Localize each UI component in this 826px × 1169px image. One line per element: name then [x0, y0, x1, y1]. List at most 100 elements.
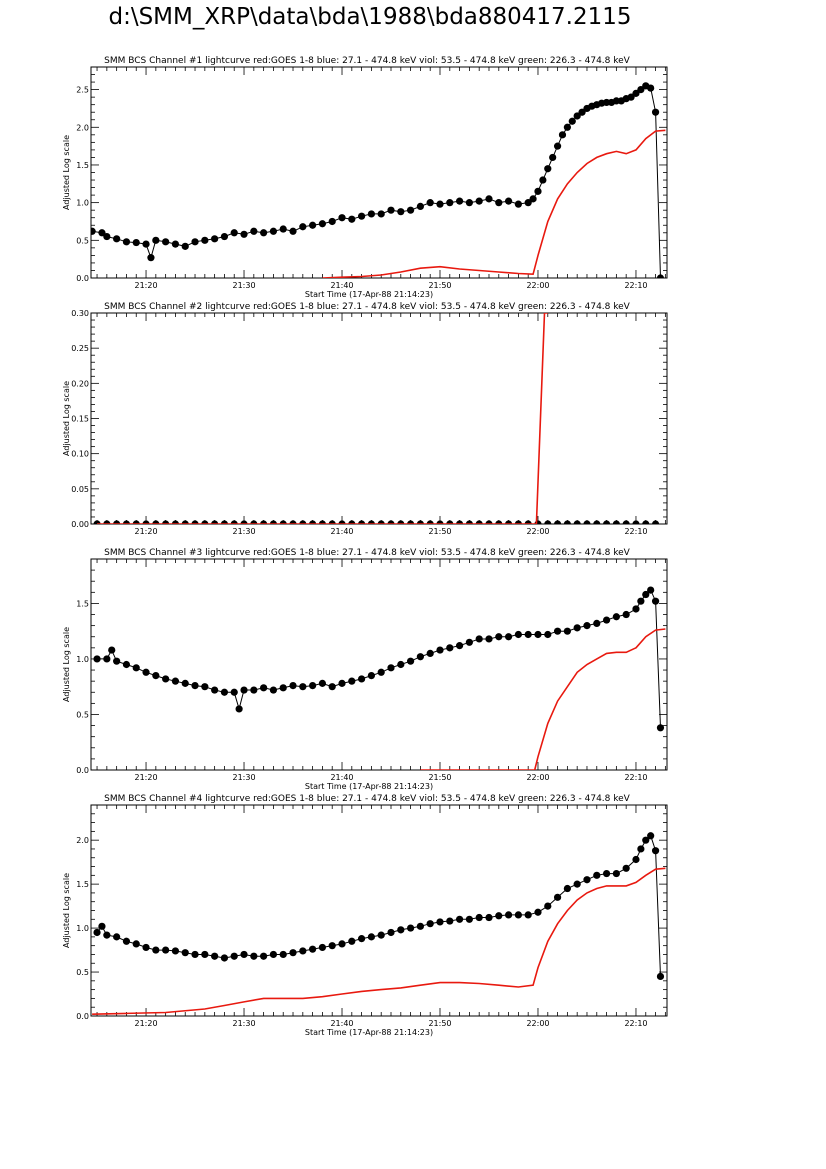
data-point: [446, 520, 454, 524]
data-point: [553, 520, 562, 524]
y-axis-label: Adjusted Log scale: [62, 873, 71, 948]
data-point: [220, 688, 229, 696]
data-point: [358, 935, 366, 943]
data-point: [593, 871, 601, 879]
data-point: [181, 949, 189, 957]
y-axis-label: Adjusted Log scale: [62, 627, 71, 702]
data-point: [250, 952, 258, 960]
data-point: [416, 922, 424, 930]
data-point: [348, 520, 356, 524]
data-point: [348, 937, 356, 945]
data-point: [269, 686, 278, 694]
panel-title: SMM BCS Channel #4 lightcurve red:GOES 1…: [104, 794, 631, 804]
data-point: [637, 597, 645, 605]
x-tick-label: 21:50: [428, 527, 451, 536]
data-point: [171, 677, 180, 685]
channel-series-line: [97, 589, 661, 728]
data-point: [407, 520, 415, 524]
data-point: [465, 915, 473, 923]
data-point: [240, 230, 248, 238]
data-point: [108, 646, 116, 654]
x-tick-label: 21:20: [135, 527, 158, 536]
goes-series-line: [92, 867, 666, 1015]
data-point: [426, 520, 434, 524]
data-point: [220, 954, 229, 962]
data-point: [485, 195, 493, 203]
data-point: [485, 520, 493, 524]
data-point: [235, 705, 243, 713]
data-point: [504, 197, 513, 205]
data-point: [348, 677, 356, 685]
data-point: [622, 864, 630, 872]
y-tick-label: 2.5: [76, 86, 89, 95]
data-point: [98, 922, 106, 930]
data-point: [465, 199, 473, 207]
x-tick-label: 21:50: [428, 1019, 451, 1028]
data-point: [103, 232, 111, 241]
y-tick-label: 1.5: [76, 161, 89, 170]
data-point: [544, 520, 552, 524]
data-point: [602, 616, 611, 624]
data-point: [201, 520, 209, 524]
data-point: [230, 229, 238, 237]
chart-panel-1: SMM BCS Channel #1 lightcurve red:GOES 1…: [62, 56, 668, 299]
data-point: [201, 683, 209, 691]
data-point: [113, 235, 121, 243]
x-tick-label: 21:30: [232, 1019, 255, 1028]
y-tick-label: 0.0: [76, 274, 89, 283]
data-point: [122, 238, 131, 246]
y-tick-label: 1.0: [76, 199, 89, 208]
data-point: [152, 236, 160, 244]
data-point: [416, 653, 424, 661]
data-point: [583, 622, 591, 630]
data-point: [230, 520, 238, 524]
x-tick-label: 21:40: [330, 1019, 353, 1028]
data-point: [142, 240, 150, 248]
data-point: [436, 646, 444, 654]
data-point: [201, 236, 209, 244]
data-point: [240, 686, 248, 694]
data-point: [152, 520, 160, 524]
data-point: [358, 212, 366, 220]
data-point: [171, 240, 180, 248]
data-point: [612, 520, 620, 524]
data-point: [113, 520, 121, 524]
data-point: [446, 644, 454, 652]
data-point: [93, 928, 101, 937]
data-point: [162, 675, 170, 683]
data-point: [504, 911, 513, 919]
x-tick-label: 21:40: [330, 281, 353, 290]
y-tick-label: 2.0: [76, 123, 89, 132]
data-point: [269, 227, 278, 235]
data-point: [279, 225, 287, 233]
plot-frame: [90, 558, 668, 771]
data-point: [338, 214, 346, 222]
data-point: [642, 836, 650, 844]
data-point: [558, 131, 567, 139]
data-point: [495, 520, 503, 524]
data-point: [358, 520, 366, 524]
data-point: [504, 633, 513, 641]
y-tick-label: 0.0: [76, 766, 89, 775]
data-point: [563, 123, 571, 131]
x-tick-label: 21:30: [232, 281, 255, 290]
y-tick-label: 0.10: [71, 450, 89, 459]
data-point: [377, 520, 385, 524]
data-point: [465, 638, 473, 646]
data-point: [514, 200, 522, 208]
data-point: [642, 520, 650, 524]
data-point: [632, 855, 640, 864]
data-point: [191, 950, 199, 959]
data-point: [289, 949, 297, 957]
data-point: [397, 520, 405, 524]
data-point: [485, 913, 493, 922]
y-tick-label: 1.0: [76, 924, 89, 933]
data-point: [524, 199, 532, 207]
x-tick-label: 22:10: [624, 773, 647, 782]
data-point: [593, 619, 601, 628]
data-point: [475, 635, 483, 643]
data-point: [622, 610, 630, 619]
data-point: [495, 199, 503, 207]
data-point: [534, 187, 542, 195]
y-tick-label: 0.15: [71, 415, 89, 424]
